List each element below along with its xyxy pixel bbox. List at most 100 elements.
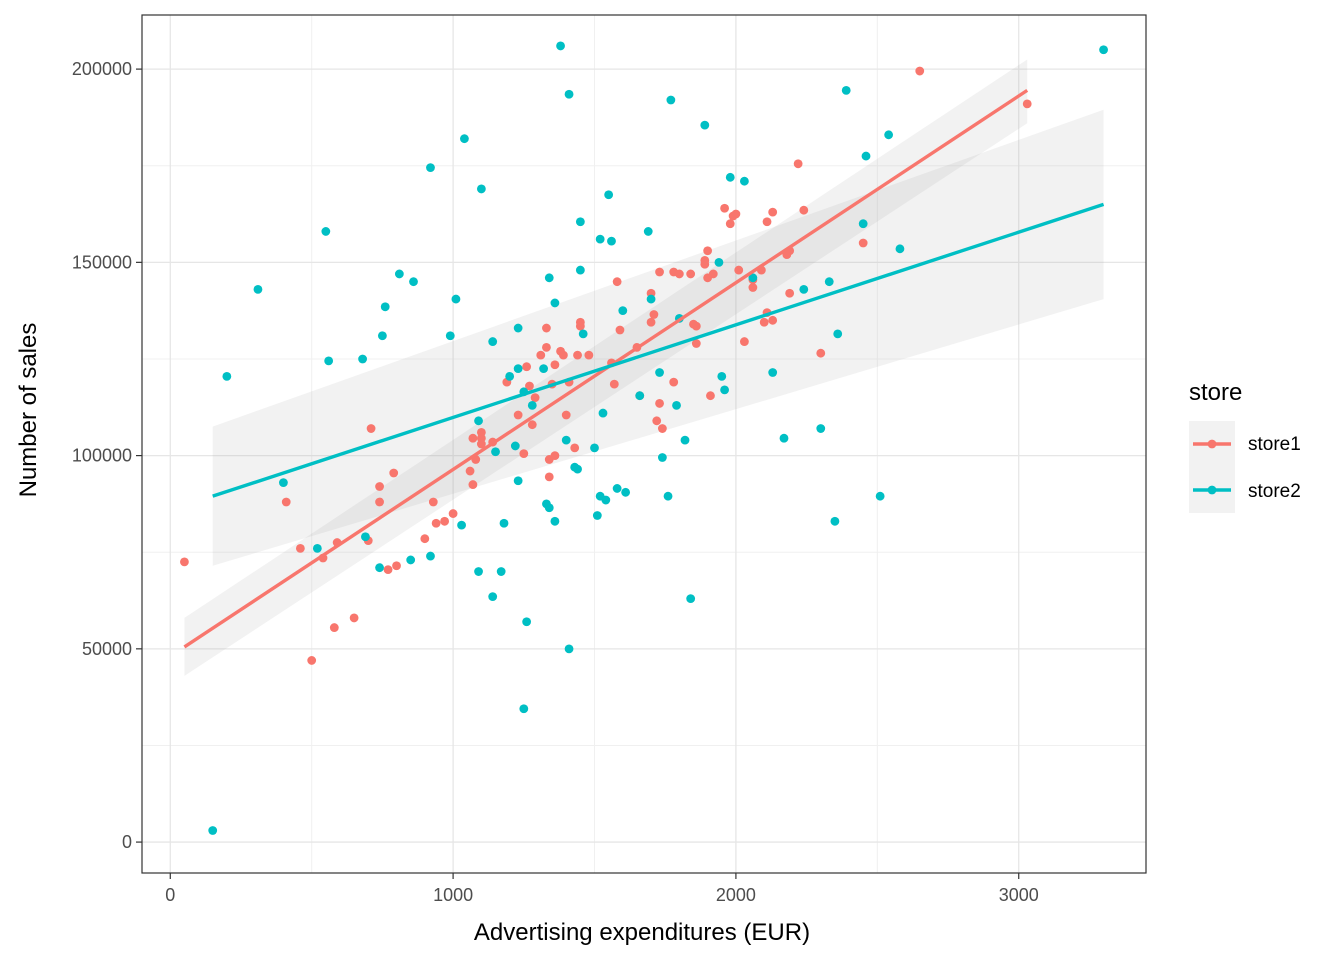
point-store2 bbox=[394, 269, 404, 279]
point-store2 bbox=[499, 518, 509, 528]
point-store2 bbox=[513, 364, 523, 374]
point-store2 bbox=[496, 567, 506, 576]
point-store1 bbox=[652, 416, 662, 426]
point-store1 bbox=[858, 238, 868, 248]
point-store1 bbox=[748, 283, 758, 292]
point-store2 bbox=[816, 424, 826, 433]
point-store1 bbox=[550, 451, 560, 460]
legend-key-point-store2 bbox=[1207, 485, 1217, 495]
y-tick-label: 200000 bbox=[72, 59, 132, 79]
point-store2 bbox=[680, 435, 690, 445]
point-store1 bbox=[691, 339, 701, 348]
point-store2 bbox=[646, 294, 656, 304]
point-store2 bbox=[505, 371, 515, 381]
point-store1 bbox=[476, 439, 486, 449]
point-store2 bbox=[491, 447, 500, 457]
point-store2 bbox=[768, 368, 778, 377]
point-store1 bbox=[428, 497, 438, 507]
point-store2 bbox=[544, 273, 554, 283]
point-store1 bbox=[657, 424, 667, 433]
point-store2 bbox=[740, 176, 749, 186]
point-store2 bbox=[725, 172, 735, 182]
x-tick-label: 2000 bbox=[716, 885, 756, 905]
point-store1 bbox=[649, 310, 659, 319]
point-store1 bbox=[465, 466, 475, 476]
legend-label-store1: store1 bbox=[1248, 434, 1301, 455]
point-store1 bbox=[525, 381, 534, 391]
point-store2 bbox=[748, 273, 758, 283]
point-store2 bbox=[561, 435, 571, 445]
point-store1 bbox=[734, 265, 744, 275]
y-tick-label: 0 bbox=[122, 832, 132, 852]
point-store2 bbox=[445, 331, 455, 341]
data-points bbox=[180, 41, 1108, 835]
point-store1 bbox=[375, 497, 384, 507]
point-store2 bbox=[598, 408, 608, 418]
point-store1 bbox=[570, 443, 580, 453]
point-store1 bbox=[420, 534, 430, 544]
point-store2 bbox=[324, 356, 334, 366]
point-store2 bbox=[607, 236, 616, 246]
point-store1 bbox=[530, 393, 540, 403]
point-store1 bbox=[536, 350, 546, 360]
point-store2 bbox=[618, 306, 628, 316]
point-store2 bbox=[830, 516, 840, 526]
x-tick-label: 3000 bbox=[999, 885, 1039, 905]
plot-panel-border bbox=[141, 14, 1147, 874]
point-store1 bbox=[816, 348, 826, 358]
point-store1 bbox=[519, 449, 529, 459]
point-store2 bbox=[527, 400, 537, 410]
point-store1 bbox=[720, 203, 730, 213]
point-store1 bbox=[542, 323, 551, 333]
point-store1 bbox=[700, 256, 710, 265]
point-store1 bbox=[762, 217, 772, 227]
x-tick-label: 1000 bbox=[433, 885, 473, 905]
point-store2 bbox=[460, 134, 469, 144]
point-store1 bbox=[793, 159, 803, 169]
point-store1 bbox=[768, 207, 778, 217]
point-store2 bbox=[539, 364, 548, 374]
point-store2 bbox=[377, 331, 387, 341]
point-store1 bbox=[609, 379, 619, 389]
point-store1 bbox=[281, 497, 291, 507]
point-store2 bbox=[513, 323, 523, 333]
point-store2 bbox=[426, 551, 435, 561]
point-store2 bbox=[612, 484, 622, 493]
point-store2 bbox=[409, 277, 418, 287]
legend-key-point-store1 bbox=[1207, 439, 1217, 449]
point-store1 bbox=[550, 360, 560, 370]
point-store2 bbox=[841, 85, 851, 95]
point-store1 bbox=[799, 205, 809, 215]
point-store2 bbox=[208, 826, 218, 835]
point-store2 bbox=[592, 511, 602, 520]
point-store1 bbox=[768, 315, 778, 325]
point-store1 bbox=[785, 288, 795, 298]
point-store2 bbox=[663, 491, 673, 501]
point-store2 bbox=[655, 368, 664, 377]
point-store1 bbox=[542, 342, 551, 352]
point-store1 bbox=[522, 362, 532, 372]
point-store1 bbox=[392, 561, 401, 571]
point-store2 bbox=[510, 441, 520, 451]
legend-title: store bbox=[1189, 379, 1242, 406]
y-tick-label: 100000 bbox=[72, 446, 132, 466]
point-store2 bbox=[578, 329, 588, 339]
point-store2 bbox=[564, 89, 574, 99]
point-store2 bbox=[575, 265, 585, 275]
point-store1 bbox=[706, 391, 715, 401]
point-store1 bbox=[915, 66, 925, 76]
point-store2 bbox=[604, 190, 614, 200]
point-store1 bbox=[307, 656, 317, 665]
point-store2 bbox=[375, 563, 384, 573]
point-store2 bbox=[575, 217, 585, 227]
point-store2 bbox=[474, 416, 483, 426]
point-store1 bbox=[468, 480, 478, 489]
fit-line-store2 bbox=[212, 202, 1105, 498]
point-store2 bbox=[672, 400, 681, 410]
point-store1 bbox=[375, 482, 384, 491]
point-store1 bbox=[558, 350, 568, 360]
y-axis: 0 50000 100000 150000 200000 bbox=[72, 59, 142, 852]
major-gridlines bbox=[142, 15, 1146, 873]
point-store1 bbox=[440, 516, 450, 526]
